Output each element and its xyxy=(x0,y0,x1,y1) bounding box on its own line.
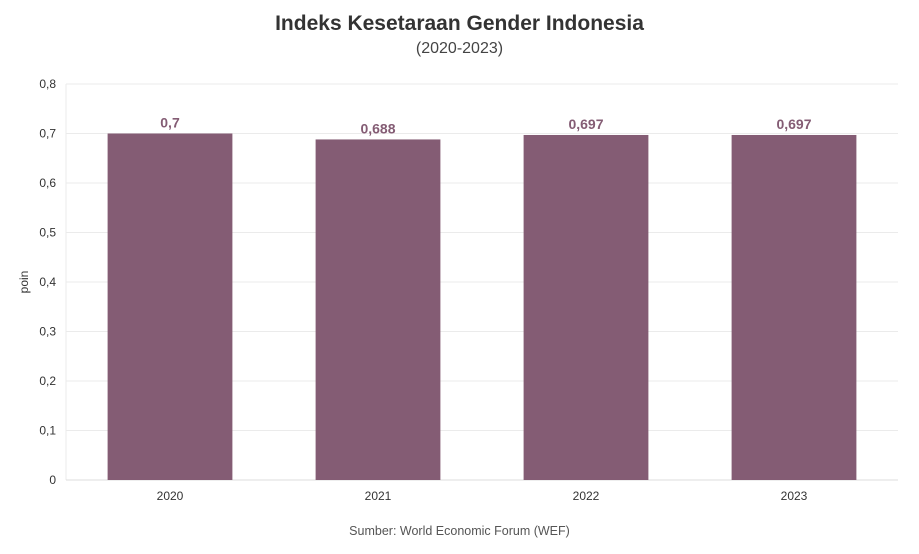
bar-2021[interactable] xyxy=(315,139,441,480)
y-axis-title: poin xyxy=(17,271,31,294)
y-tick-label: 0,1 xyxy=(39,424,56,438)
data-labels: 0,7 0,688 0,697 0,697 xyxy=(160,115,811,137)
x-tick-label: 2022 xyxy=(573,489,600,503)
bar-2023[interactable] xyxy=(731,134,857,481)
data-label-2022: 0,697 xyxy=(568,116,603,132)
chart-title: Indeks Kesetaraan Gender Indonesia xyxy=(275,12,644,35)
y-tick-label: 0,8 xyxy=(39,77,56,91)
chart-subtitle: (2020-2023) xyxy=(415,40,504,57)
x-tick-label: 2020 xyxy=(157,489,184,503)
y-tick-label: 0,4 xyxy=(39,275,56,289)
y-tick-label: 0,3 xyxy=(39,325,56,339)
source-note: Sumber: World Economic Forum (WEF) xyxy=(349,524,570,538)
data-label-2021: 0,688 xyxy=(360,120,395,136)
data-label-2023: 0,697 xyxy=(776,116,811,132)
y-tick-label: 0 xyxy=(49,473,56,487)
x-tick-label: 2021 xyxy=(365,489,392,503)
y-axis-ticks: 0 0,1 0,2 0,3 0,4 0,5 0,6 0,7 0,8 xyxy=(39,77,56,487)
bars xyxy=(107,133,857,481)
bar-2020[interactable] xyxy=(107,133,233,481)
bar-2022[interactable] xyxy=(523,134,649,481)
y-tick-label: 0,7 xyxy=(39,127,56,141)
y-tick-label: 0,2 xyxy=(39,374,56,388)
y-tick-label: 0,5 xyxy=(39,226,56,240)
x-tick-label: 2023 xyxy=(781,489,808,503)
y-tick-label: 0,6 xyxy=(39,176,56,190)
x-axis-ticks: 2020 2021 2022 2023 xyxy=(157,489,808,503)
data-label-2020: 0,7 xyxy=(160,115,180,131)
